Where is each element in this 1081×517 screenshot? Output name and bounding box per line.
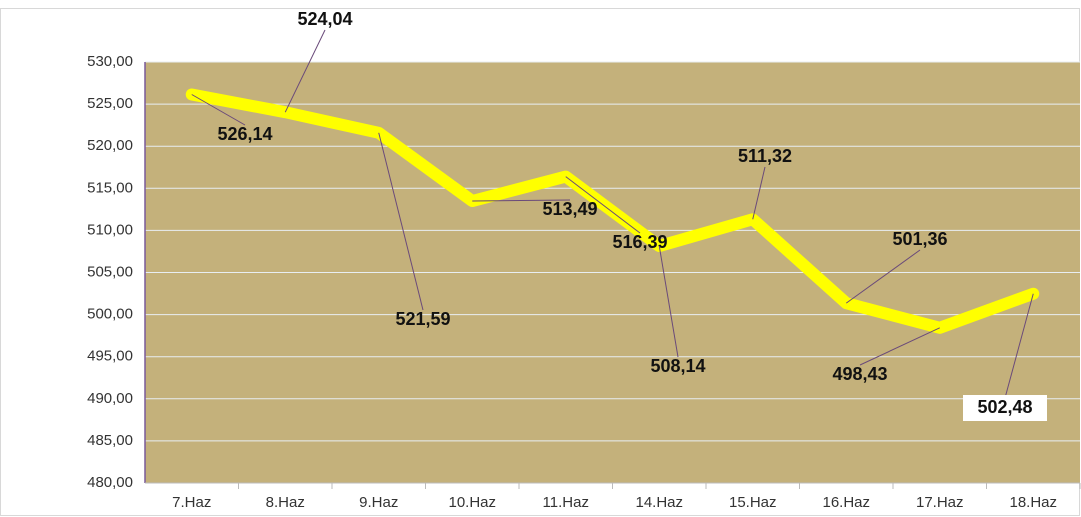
data-label: 511,32 bbox=[738, 146, 792, 166]
leader-line bbox=[191, 94, 246, 126]
x-tick-label: 7.Haz bbox=[172, 494, 211, 511]
x-tick-label: 14.Haz bbox=[635, 494, 683, 511]
x-tick-label: 10.Haz bbox=[448, 494, 496, 511]
data-label: 502,48 bbox=[977, 397, 1032, 417]
data-label: 524,04 bbox=[297, 9, 352, 29]
leader-line bbox=[472, 199, 571, 202]
y-tick-label: 525,00 bbox=[87, 95, 133, 112]
x-tick-label: 8.Haz bbox=[266, 494, 305, 511]
leader-line bbox=[859, 327, 940, 366]
y-tick-label: 495,00 bbox=[87, 348, 133, 365]
x-tick-label: 9.Haz bbox=[359, 494, 398, 511]
data-label: 521,59 bbox=[395, 309, 450, 329]
x-tick-label: 11.Haz bbox=[543, 494, 589, 511]
y-tick-label: 485,00 bbox=[87, 432, 133, 449]
leader-line bbox=[752, 166, 766, 220]
label-box bbox=[963, 395, 1047, 421]
leader-line bbox=[1004, 293, 1034, 399]
data-label: 501,36 bbox=[892, 229, 947, 249]
x-tick-label: 15.Haz bbox=[729, 494, 777, 511]
y-tick-label: 500,00 bbox=[87, 306, 133, 323]
x-tick-label: 16.Haz bbox=[822, 494, 870, 511]
data-label: 513,49 bbox=[542, 199, 597, 219]
y-tick-label: 490,00 bbox=[87, 390, 133, 407]
leader-line bbox=[658, 245, 679, 358]
data-label: 526,14 bbox=[217, 124, 272, 144]
x-tick-label: 18.Haz bbox=[1009, 494, 1057, 511]
data-label: 508,14 bbox=[650, 356, 705, 376]
leader-line bbox=[378, 132, 424, 311]
leader-line bbox=[565, 176, 641, 234]
data-label: 516,39 bbox=[612, 232, 667, 252]
leader-line bbox=[845, 249, 921, 304]
y-tick-label: 510,00 bbox=[87, 221, 133, 238]
y-tick-label: 530,00 bbox=[87, 53, 133, 70]
x-tick-label: 17.Haz bbox=[916, 494, 964, 511]
y-tick-label: 515,00 bbox=[87, 179, 133, 196]
data-label: 498,43 bbox=[832, 364, 887, 384]
line bbox=[185, 88, 1040, 334]
y-tick-label: 520,00 bbox=[87, 137, 133, 154]
y-tick-label: 505,00 bbox=[87, 263, 133, 280]
leader-line bbox=[284, 29, 326, 113]
y-tick-label: 480,00 bbox=[87, 474, 133, 491]
